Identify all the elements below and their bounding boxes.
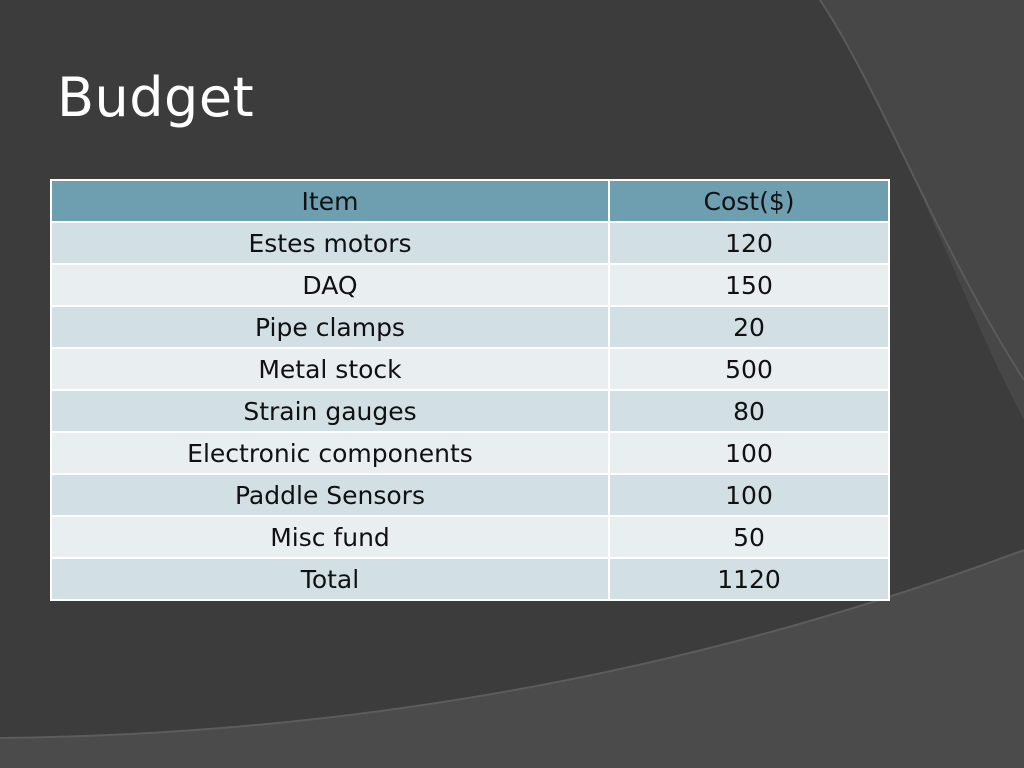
- item-cell: Paddle Sensors: [50, 473, 610, 517]
- cost-cell: 50: [608, 515, 890, 559]
- item-cell: Metal stock: [50, 347, 610, 391]
- item-cell: Estes motors: [50, 221, 610, 265]
- item-cell: Misc fund: [50, 515, 610, 559]
- table-row: Pipe clamps 20: [50, 305, 890, 349]
- cost-cell: 80: [608, 389, 890, 433]
- budget-table: Item Cost($) Estes motors 120 DAQ 150 Pi…: [50, 179, 890, 601]
- table-row: Electronic components 100: [50, 431, 890, 475]
- cost-cell: 500: [608, 347, 890, 391]
- table-row: DAQ 150: [50, 263, 890, 307]
- item-cell: Electronic components: [50, 431, 610, 475]
- item-cell: Strain gauges: [50, 389, 610, 433]
- header-item: Item: [50, 179, 610, 223]
- item-cell: Pipe clamps: [50, 305, 610, 349]
- cost-cell: 100: [608, 473, 890, 517]
- table-row-total: Total 1120: [50, 557, 890, 601]
- slide-title: Budget: [57, 66, 255, 129]
- table-row: Paddle Sensors 100: [50, 473, 890, 517]
- table-row: Misc fund 50: [50, 515, 890, 559]
- cost-cell: 20: [608, 305, 890, 349]
- total-cost-cell: 1120: [608, 557, 890, 601]
- cost-cell: 150: [608, 263, 890, 307]
- item-cell: DAQ: [50, 263, 610, 307]
- table-row: Metal stock 500: [50, 347, 890, 391]
- cost-cell: 100: [608, 431, 890, 475]
- header-cost: Cost($): [608, 179, 890, 223]
- table-row: Estes motors 120: [50, 221, 890, 265]
- table-row: Strain gauges 80: [50, 389, 890, 433]
- cost-cell: 120: [608, 221, 890, 265]
- table-header-row: Item Cost($): [50, 179, 890, 223]
- total-label-cell: Total: [50, 557, 610, 601]
